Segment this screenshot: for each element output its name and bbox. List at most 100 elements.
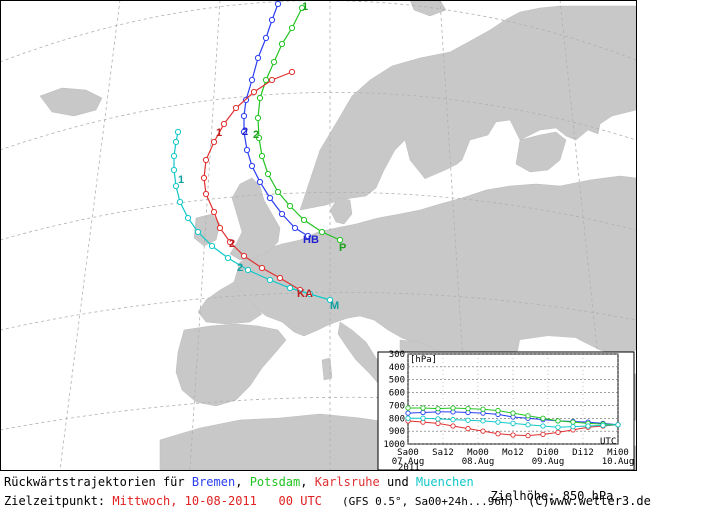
trajectory-point xyxy=(170,166,178,174)
series-point xyxy=(585,423,591,429)
trajectory-point xyxy=(258,264,266,272)
x-tick-label: Di00 xyxy=(537,448,559,458)
trajectory-point xyxy=(243,146,251,154)
trajectory-point xyxy=(291,224,299,232)
trajectory-point xyxy=(232,104,240,112)
trajectory-point xyxy=(326,296,334,304)
pressure-chart-x-unit: UTC xyxy=(600,437,616,447)
trajectory-point xyxy=(176,198,184,206)
trajectory-point xyxy=(274,0,282,8)
trajectory-point xyxy=(240,112,248,120)
caption-line-2: Zielzeitpunkt: Mittwoch, 10-08-2011 00 U… xyxy=(4,494,322,508)
series-point xyxy=(510,410,516,416)
series-point xyxy=(450,416,456,423)
x-tick-date: 10.Aug xyxy=(602,457,635,467)
trajectory-point xyxy=(336,236,344,244)
series-point xyxy=(495,431,501,437)
baltic-sea xyxy=(404,140,490,202)
series-point xyxy=(465,425,471,432)
trajectory-point xyxy=(264,170,272,178)
x-tick-date: 09.Aug xyxy=(532,457,565,467)
trajectory-point xyxy=(202,156,210,164)
series-point xyxy=(465,417,471,423)
marker-karlsruhe: KA xyxy=(297,288,313,300)
credit: (C)www.wetter3.de xyxy=(528,494,651,508)
trajectory-point xyxy=(254,114,262,122)
trajectory-point xyxy=(298,4,306,12)
trajectory-point xyxy=(286,202,294,210)
trajectory-point xyxy=(268,16,276,24)
marker-potsdam: P xyxy=(339,242,346,254)
trajectory-line xyxy=(203,71,301,291)
trajectory-point xyxy=(266,194,274,202)
station-bremen: Bremen xyxy=(191,475,236,489)
model-info: (GFS 0.5°, Sa00+24h...96h) xyxy=(342,495,515,508)
trajectory-point xyxy=(306,290,314,298)
trajectory-point xyxy=(210,138,218,146)
y-tick-label: 700 xyxy=(389,401,405,411)
pressure-chart-ylabel: [hPa] xyxy=(410,355,437,365)
trajectory-point xyxy=(256,94,264,102)
target-time-label: Zielzeitpunkt: xyxy=(4,494,106,508)
trajectory-point xyxy=(288,24,296,32)
caption-and: und xyxy=(387,475,409,489)
caption-sep-2: , xyxy=(300,475,308,489)
series-point xyxy=(465,405,471,412)
trajectory-point xyxy=(240,252,248,260)
trajectory-point xyxy=(258,152,266,160)
trajectory-point xyxy=(256,178,264,186)
trajectory-point xyxy=(240,128,248,136)
trajectory-point xyxy=(304,232,312,240)
series-point xyxy=(420,405,426,411)
series-point xyxy=(525,432,531,439)
trajectory-point xyxy=(224,254,232,262)
map-border xyxy=(0,0,637,471)
day-label-muenchen-2: 2 xyxy=(237,262,243,274)
x-tick-label: Sa12 xyxy=(432,448,454,458)
series-point xyxy=(570,423,576,430)
series-point xyxy=(435,405,441,412)
trajectory-point xyxy=(184,214,192,222)
y-tick-label: 1000 xyxy=(383,440,405,450)
series-point xyxy=(420,415,426,421)
trajectory-point xyxy=(262,34,270,42)
trajectory-point xyxy=(300,216,308,224)
y-tick-label: 300 xyxy=(389,350,405,360)
y-tick-label: 800 xyxy=(389,414,405,424)
trajectory-potsdam xyxy=(254,4,344,244)
x-tick-date: 07.Aug xyxy=(392,457,425,467)
day-label-bremen-2: 2 xyxy=(242,126,248,138)
trajectory-point xyxy=(274,188,282,196)
x-tick-label: Mo12 xyxy=(502,448,524,458)
x-tick-label: Sa00 xyxy=(397,448,419,458)
station-potsdam: Potsdam xyxy=(249,475,301,489)
trajectory-point xyxy=(262,76,270,84)
caption-line-1: Rückwärtstrajektorien für Bremen, Potsda… xyxy=(4,475,474,489)
series-point xyxy=(480,428,486,434)
trajectory-point xyxy=(255,134,263,142)
y-tick-label: 900 xyxy=(389,427,405,437)
trajectory-bremen xyxy=(240,0,312,240)
series-point xyxy=(525,422,531,428)
trajectory-point xyxy=(226,238,234,246)
trajectory-point xyxy=(210,208,218,216)
series-point xyxy=(435,416,441,422)
station-karlsruhe: Karlsruhe xyxy=(314,475,380,489)
pressure-chart-series xyxy=(405,405,621,439)
trajectory-point xyxy=(172,138,180,146)
x-tick-label: Mi00 xyxy=(607,448,629,458)
trajectory-point xyxy=(250,88,258,96)
trajectory-point xyxy=(208,242,216,250)
pressure-chart-year: 2011 xyxy=(398,463,420,473)
series-point xyxy=(555,429,561,436)
target-time-value: Mittwoch, 10-08-2011 00 UTC xyxy=(112,494,322,508)
series-potsdam xyxy=(405,405,621,428)
series-point xyxy=(405,405,411,411)
trajectory-point xyxy=(244,266,252,274)
trajectory-point xyxy=(286,284,294,292)
series-point xyxy=(405,410,411,416)
series-point xyxy=(435,420,441,427)
series-muenchen xyxy=(405,415,621,430)
day-label-potsdam-1: 1 xyxy=(302,1,308,13)
pressure-chart-grid xyxy=(407,353,619,445)
